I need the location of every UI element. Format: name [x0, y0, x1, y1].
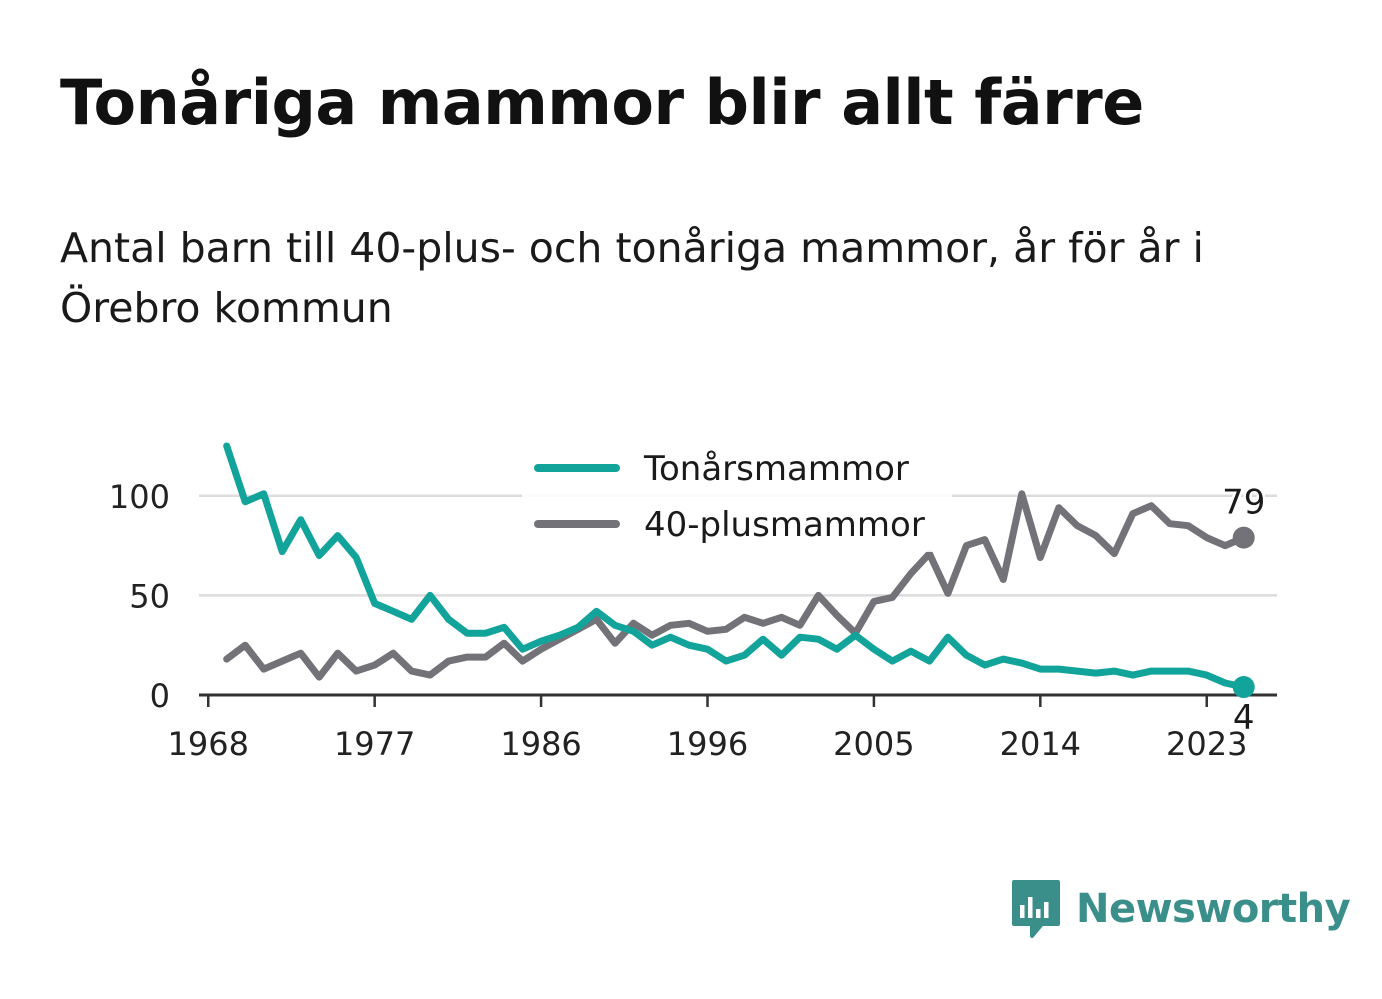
- y-tick-label-0: 0: [150, 677, 170, 715]
- newsworthy-logo: Newsworthy: [1010, 876, 1351, 942]
- series-line-tonårsmammor: [223, 442, 1248, 691]
- series-line-40-plusmammor: [223, 490, 1248, 681]
- y-axis-labels: 0 50 100: [109, 478, 170, 715]
- page-title: Tonåriga mammor blir allt färre: [60, 66, 1144, 139]
- y-tick-label-50: 50: [129, 577, 170, 615]
- x-tick-label-2014: 2014: [1000, 725, 1081, 763]
- end-point-40-plusmammor: [1232, 526, 1255, 549]
- page-subtitle: Antal barn till 40-plus- och tonåriga ma…: [60, 224, 1204, 332]
- x-tick-label-2005: 2005: [833, 725, 914, 763]
- end-markers: 4 79: [1220, 480, 1268, 740]
- y-tick-label-100: 100: [109, 478, 170, 516]
- end-point-tonårsmammor: [1232, 676, 1255, 699]
- x-tick-label-1968: 1968: [168, 725, 249, 763]
- x-tick-label-1986: 1986: [500, 725, 581, 763]
- x-axis: 1968 1977 1986 1996 2005 2014 2023: [168, 693, 1277, 763]
- x-tick-label-1977: 1977: [334, 725, 415, 763]
- legend-label-tonårsmammor: Tonårsmammor: [643, 449, 909, 489]
- brand-name: Newsworthy: [1076, 886, 1351, 932]
- series-lines: [223, 442, 1248, 691]
- end-label-tonårsmammor: 4: [1233, 698, 1255, 738]
- end-label-40-plusmammor: 79: [1222, 483, 1265, 523]
- bar-chart-speech-icon: [1012, 880, 1060, 938]
- legend-background: [522, 442, 952, 552]
- x-tick-label-1996: 1996: [667, 725, 748, 763]
- legend: Tonårsmammor 40-plusmammor: [522, 442, 952, 552]
- legend-label-40-plusmammor: 40-plusmammor: [644, 505, 925, 545]
- x-tick-label-2023: 2023: [1166, 725, 1247, 763]
